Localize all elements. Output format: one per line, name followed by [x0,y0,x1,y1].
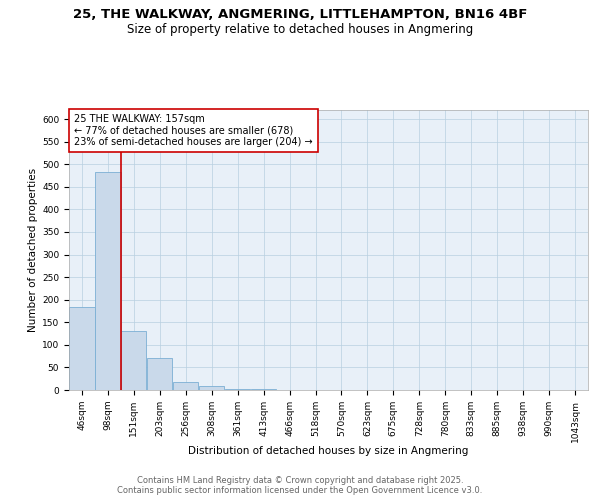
Bar [70,308,95,390]
Bar [225,388,250,390]
Text: 25, THE WALKWAY, ANGMERING, LITTLEHAMPTON, BN16 4BF: 25, THE WALKWAY, ANGMERING, LITTLEHAMPTO… [73,8,527,20]
Text: Contains HM Land Registry data © Crown copyright and database right 2025.
Contai: Contains HM Land Registry data © Crown c… [118,476,482,495]
Bar [199,386,224,390]
Text: Size of property relative to detached houses in Angmering: Size of property relative to detached ho… [127,22,473,36]
X-axis label: Distribution of detached houses by size in Angmering: Distribution of detached houses by size … [188,446,469,456]
Bar [173,382,199,390]
Bar [251,389,276,390]
Bar [147,358,172,390]
Bar [95,172,121,390]
Y-axis label: Number of detached properties: Number of detached properties [28,168,38,332]
Bar [121,332,146,390]
Text: 25 THE WALKWAY: 157sqm
← 77% of detached houses are smaller (678)
23% of semi-de: 25 THE WALKWAY: 157sqm ← 77% of detached… [74,114,313,148]
